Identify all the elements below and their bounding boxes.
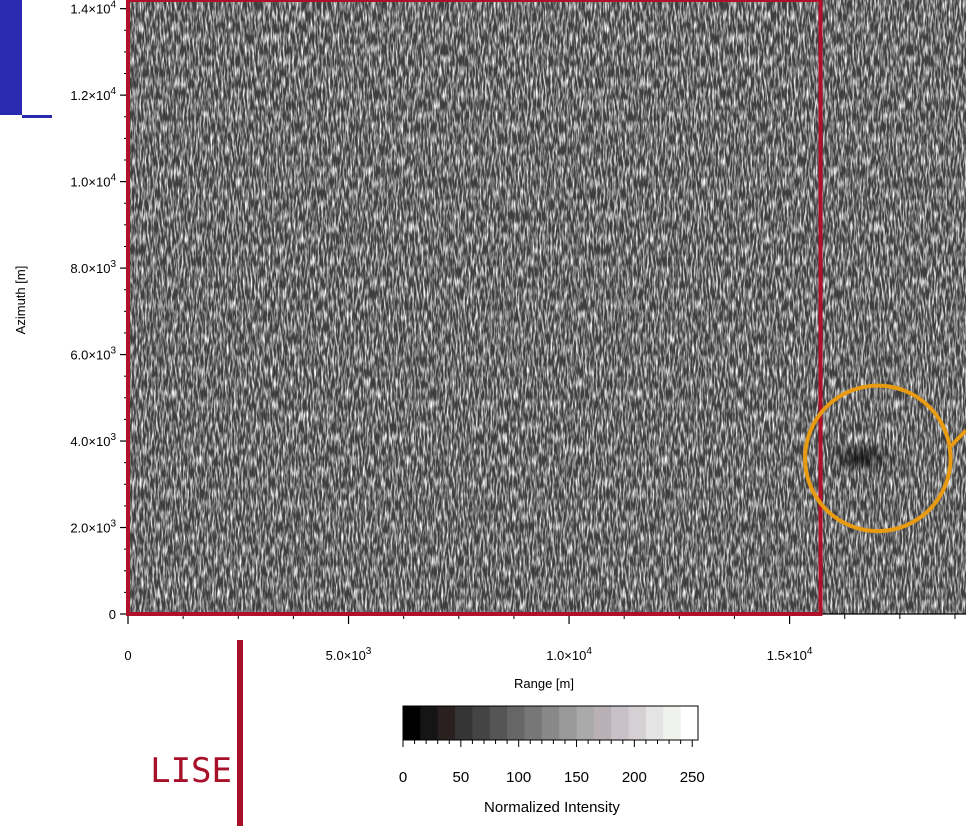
colorbar-frame (402, 705, 699, 741)
colorbar-swatch (472, 706, 491, 740)
y-tick-label: 8.0×103 (70, 259, 116, 276)
sar-image (128, 0, 966, 614)
y-tick-label: 2.0×103 (70, 519, 116, 536)
y-tick-label: 1.2×104 (70, 86, 116, 103)
x-tick-label: 1.5×104 (767, 646, 813, 663)
colorbar-swatch (680, 706, 699, 740)
colorbar-swatch (420, 706, 439, 740)
colorbar-swatch (593, 706, 612, 740)
colorbar-tick-label: 50 (452, 769, 469, 786)
y-tick-label: 6.0×103 (70, 346, 116, 363)
overlays (126, 0, 966, 616)
highlight-circle (803, 383, 953, 534)
colorbar-swatch (663, 706, 682, 740)
colorbar-swatch (559, 706, 578, 740)
y-tick-label: 1.4×104 (70, 0, 116, 17)
y-tick-label: 0 (109, 607, 116, 622)
region-box (126, 0, 823, 616)
colorbar: 0 50 100 150 200 250 (399, 705, 705, 786)
colorbar-tick-label: 250 (680, 769, 705, 786)
logo-bar (237, 640, 243, 826)
colorbar-swatch (541, 706, 560, 740)
slide-accent-line (22, 115, 52, 118)
y-axis-label: Azimuth [m] (13, 266, 28, 335)
colorbar-tick-label: 200 (622, 769, 647, 786)
colorbar-tick-label: 0 (399, 769, 407, 786)
colorbar-swatch (524, 706, 543, 740)
dark-target-spot (824, 442, 900, 474)
x-tick-label: 0 (124, 648, 131, 663)
colorbar-swatch (645, 706, 664, 740)
y-tick-label: 1.0×104 (70, 173, 116, 190)
x-tick-label: 5.0×103 (326, 646, 372, 663)
colorbar-tick-label: 100 (506, 769, 531, 786)
colorbar-swatch (437, 706, 456, 740)
colorbar-swatch (489, 706, 508, 740)
colorbar-swatch (455, 706, 473, 740)
colorbar-swatch (576, 706, 595, 740)
callout-line (949, 428, 966, 448)
colorbar-swatch (611, 706, 630, 740)
colorbar-swatch (403, 706, 421, 740)
y-tick-label: 4.0×103 (70, 432, 116, 449)
axes: 0 5.0×103 1.0×104 1.5×104 0 2.0×103 4.0×103 6.0… (70, 0, 966, 663)
colorbar-label: Normalized Intensity (484, 799, 620, 816)
slide-accent-bar (0, 0, 22, 115)
x-axis-label: Range [m] (514, 676, 574, 691)
colorbar-tick-label: 150 (564, 769, 589, 786)
colorbar-swatch (507, 706, 525, 740)
x-tick-label: 1.0×104 (546, 646, 592, 663)
lise-logo: LISE (150, 751, 232, 791)
colorbar-swatch (628, 706, 647, 740)
